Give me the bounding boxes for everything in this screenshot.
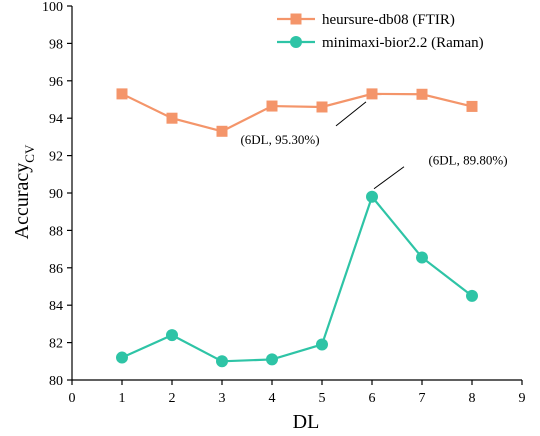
y-axis-title-subscript: CV (22, 144, 37, 163)
data-point-square (366, 88, 378, 100)
data-point-square (466, 100, 478, 112)
y-axis-title: AccuracyCV (11, 144, 37, 239)
annotation-label: (6DL, 95.30%) (240, 132, 319, 147)
data-point-circle (316, 338, 328, 351)
x-tick-label: 7 (419, 391, 426, 406)
legend: heursure-db08 (FTIR) minimaxi-bior2.2 (Ra… (277, 12, 484, 51)
legend-label-1: heursure-db08 (FTIR) (322, 12, 455, 28)
legend-marker-square (290, 13, 302, 25)
data-point-circle (116, 351, 128, 364)
y-tick-label: 100 (42, 0, 63, 15)
annotation-label: (6DL, 89.80%) (428, 153, 507, 168)
data-point-square (116, 88, 128, 100)
data-point-circle (366, 190, 378, 203)
data-point-square (166, 112, 178, 124)
y-tick-label: 82 (49, 337, 63, 352)
data-point-square (266, 100, 278, 112)
x-axis-ticks: 0 1 2 3 4 5 6 7 8 9 (69, 380, 526, 406)
data-point-square (316, 101, 328, 113)
data-point-circle (266, 353, 278, 366)
y-tick-label: 94 (49, 112, 63, 127)
x-tick-label: 4 (269, 391, 276, 406)
data-point-square (416, 88, 428, 100)
y-axis-ticks: 80 82 84 86 88 90 92 94 96 98 100 (42, 0, 72, 389)
y-tick-label: 88 (49, 224, 63, 239)
x-axis-title: DL (293, 411, 320, 433)
y-axis-title-main: Accuracy (11, 163, 33, 240)
annotation-layer: (6DL, 95.30%) (6DL, 89.80%) (240, 101, 508, 190)
x-tick-label: 8 (469, 391, 476, 406)
y-tick-label: 90 (49, 187, 63, 202)
legend-marker-circle (290, 36, 302, 48)
data-point-circle (466, 289, 478, 302)
annotation-leader-line (335, 101, 367, 127)
data-point-square (216, 125, 228, 137)
x-tick-label: 1 (119, 391, 126, 406)
y-tick-label: 86 (49, 262, 63, 277)
data-point-circle (216, 355, 228, 368)
x-tick-label: 5 (319, 391, 326, 406)
x-tick-label: 6 (369, 391, 376, 406)
y-tick-label: 98 (49, 37, 63, 52)
chart-axes (71, 6, 522, 381)
y-tick-label: 92 (49, 150, 63, 165)
x-tick-label: 9 (519, 391, 526, 406)
data-point-circle (166, 329, 178, 342)
x-tick-label: 3 (219, 391, 226, 406)
data-point-circle (416, 251, 428, 264)
y-tick-label: 84 (49, 299, 63, 314)
series-line-1 (121, 92, 473, 133)
x-tick-label: 2 (169, 391, 176, 406)
x-tick-label: 0 (69, 391, 76, 406)
legend-label-2: minimaxi-bior2.2 (Raman) (322, 35, 484, 51)
annotation-leader-line (373, 166, 405, 190)
series-line-2 (121, 194, 473, 363)
series-layer (116, 88, 478, 368)
y-tick-label: 80 (49, 374, 63, 389)
y-tick-label: 96 (49, 75, 63, 90)
